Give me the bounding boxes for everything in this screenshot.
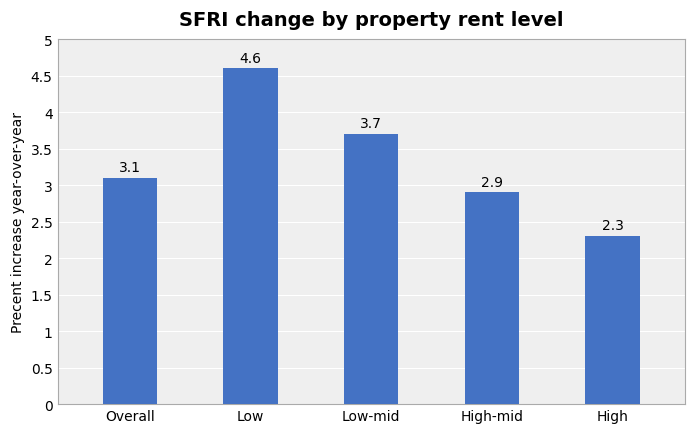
Bar (103, 178, 157, 404)
Bar (223, 69, 278, 404)
Bar (465, 193, 519, 404)
Y-axis label: Precent increase year-over-year: Precent increase year-over-year (11, 112, 25, 332)
Title: SFRI change by property rent level: SFRI change by property rent level (179, 11, 564, 30)
Text: 4.6: 4.6 (239, 52, 262, 66)
Text: 3.7: 3.7 (361, 117, 382, 131)
Text: 3.1: 3.1 (119, 161, 141, 174)
Bar (585, 237, 640, 404)
Text: 2.3: 2.3 (601, 219, 624, 233)
Bar (344, 135, 398, 404)
Text: 2.9: 2.9 (481, 175, 503, 189)
